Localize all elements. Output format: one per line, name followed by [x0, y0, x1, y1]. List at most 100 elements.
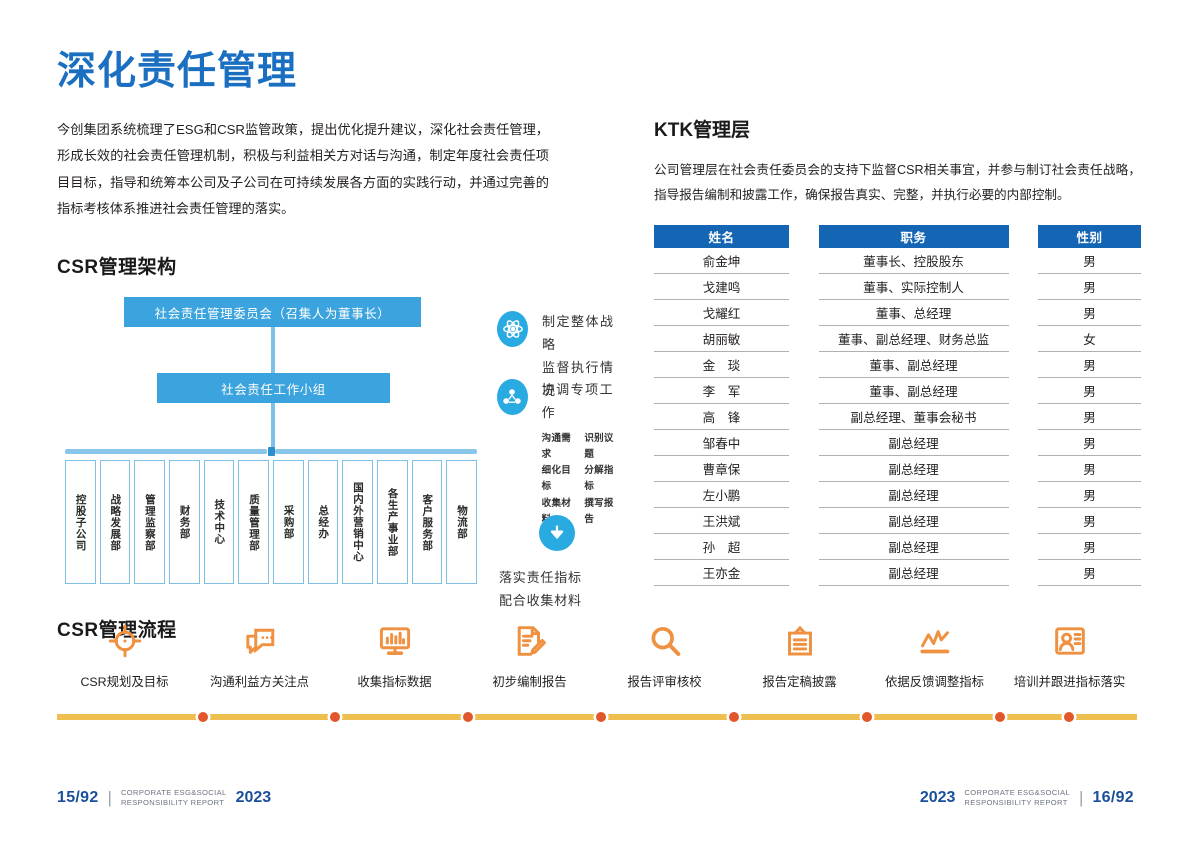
cell-gender: 男	[1038, 429, 1141, 457]
process-step: 收集指标数据	[327, 612, 462, 690]
cell-name: 曹章保	[654, 455, 789, 483]
annotation-line: 监督执行情况	[542, 359, 615, 398]
cell-name: 左小鹏	[654, 481, 789, 509]
cell-gap	[789, 560, 819, 586]
atom-icon	[497, 311, 529, 348]
left-column: 深化责任管理 今创集团系统梳理了ESG和CSR监管政策，提出优化提升建议，深化社…	[57, 50, 617, 642]
cell-gender: 男	[1038, 248, 1141, 275]
cell-gap	[789, 534, 819, 560]
org-horizontal-bus	[65, 447, 477, 457]
annotation-subitem: 撰写报告	[584, 497, 614, 525]
department-label: 战略发展部	[109, 493, 122, 552]
annotation-execution-text: 落实责任指标 配合收集材料	[499, 567, 582, 613]
intro-paragraph: 今创集团系统梳理了ESG和CSR监管政策，提出优化提升建议，深化社会责任管理，形…	[57, 121, 549, 217]
department-box: 采购部	[273, 460, 304, 585]
table-row: 邹春中 副总经理 男	[654, 429, 1141, 457]
bus-node	[268, 447, 275, 457]
department-box: 物流部	[446, 460, 478, 585]
process-step: 培训并跟进指标落实	[1002, 612, 1137, 690]
department-label: 管理监察部	[143, 493, 156, 552]
bus-segment-left	[65, 449, 267, 455]
timeline-dot	[862, 712, 872, 722]
process-step-label: 培训并跟进指标落实	[1013, 675, 1126, 689]
cell-title: 董事、总经理	[818, 299, 1009, 327]
cell-gap	[1009, 404, 1039, 430]
timeline-dot	[596, 712, 606, 722]
process-flow: CSR规划及目标 沟通利益方关注点 收集指标数据 初步编制报告 报告评审核校 报告定稿披露…	[57, 612, 1137, 732]
annotation-subitem: 分解指标	[584, 465, 614, 493]
table-header-gender: 性别	[1038, 225, 1141, 249]
cell-name: 高 锋	[654, 403, 789, 431]
cell-title: 董事、副总经理、财务总监	[818, 325, 1009, 353]
cell-gap	[1009, 508, 1039, 534]
page-title: 深化责任管理	[57, 50, 298, 93]
annotation-subitem: 识别议题	[584, 432, 614, 461]
timeline-dot	[330, 712, 340, 722]
footer-report-name-right: CORPORATE ESG&SOCIAL RESPONSIBILITY REPO…	[964, 788, 1070, 809]
page-number-right: 16/92	[1092, 788, 1134, 806]
department-label: 采购部	[282, 505, 295, 540]
process-step: 报告评审核校	[597, 612, 732, 690]
cell-title: 董事长、控股股东	[818, 248, 1009, 275]
chat-icon	[243, 612, 277, 658]
cell-gap	[789, 508, 819, 534]
department-box: 财务部	[169, 460, 200, 585]
process-step: 初步编制报告	[462, 612, 597, 690]
timeline-dot	[729, 712, 739, 722]
table-row: 俞金坤 董事长、控股股东 男	[654, 248, 1141, 275]
process-step-label: 报告定稿披露	[762, 675, 837, 689]
cell-name: 王亦金	[654, 559, 789, 587]
cell-gender: 男	[1038, 273, 1141, 301]
department-box: 国内外营销中心	[342, 460, 374, 585]
table-row: 王洪斌 副总经理 男	[654, 507, 1141, 535]
cell-gap	[789, 326, 819, 352]
cell-gap	[1009, 352, 1039, 378]
cell-name: 孙 超	[654, 533, 789, 561]
timeline-dot	[1064, 712, 1074, 722]
monitor-chart-icon	[378, 612, 412, 658]
cell-gender: 男	[1038, 403, 1141, 431]
department-box: 客户服务部	[411, 460, 443, 585]
cell-title: 副总经理	[818, 507, 1009, 535]
cell-title: 副总经理	[818, 429, 1009, 457]
footer-report-name-left: CORPORATE ESG&SOCIAL RESPONSIBILITY REPO…	[121, 788, 227, 809]
cell-title: 副总经理	[818, 533, 1009, 561]
department-label: 总经办	[317, 505, 330, 540]
cell-name: 俞金坤	[654, 248, 789, 275]
cell-gap	[1009, 456, 1039, 482]
document-pencil-icon	[513, 612, 547, 658]
training-icon	[1053, 612, 1087, 658]
annotation-subitems: 沟通需求识别议题细化目标分解指标收集材料撰写报告	[542, 431, 617, 528]
process-timeline	[57, 712, 1137, 722]
cell-gap	[789, 352, 819, 378]
footer-line-1: CORPORATE ESG&SOCIAL	[120, 787, 227, 797]
management-table: 姓名 职务 性别 俞金坤 董事长、控股股东男戈建鸣 董事、实际控制人男戈耀红 董事、总…	[654, 225, 1141, 587]
org-chart: 社会责任管理委员会（召集人为董事长） 社会责任工作小组 控股子公司 战略发展部 管理…	[57, 297, 617, 608]
search-icon	[648, 612, 682, 658]
cell-gap	[1009, 560, 1039, 586]
bus-segment-right	[275, 449, 477, 455]
cell-name: 李 军	[654, 377, 789, 405]
process-step-label: 沟通利益方关注点	[209, 675, 310, 689]
process-step-label: 收集指标数据	[357, 675, 432, 689]
cell-gap	[789, 300, 819, 326]
footer-year-left: 2023	[235, 788, 272, 806]
department-label: 控股子公司	[74, 493, 87, 552]
footer-year-right: 2023	[919, 788, 956, 806]
ktk-heading: KTK管理层	[654, 120, 751, 141]
cell-gender: 男	[1038, 377, 1141, 405]
teamwork-icon	[497, 379, 528, 416]
cell-gap	[1009, 248, 1039, 274]
table-row: 左小鹏 副总经理 男	[654, 481, 1141, 509]
cell-name: 戈耀红	[654, 299, 789, 327]
process-step: CSR规划及目标	[57, 612, 192, 690]
footer-divider: |	[107, 787, 112, 807]
table-header-name: 姓名	[654, 225, 789, 249]
footer-line-2: RESPONSIBILITY REPORT	[120, 797, 225, 807]
department-box: 控股子公司	[65, 460, 96, 585]
cell-name: 金 琰	[654, 351, 789, 379]
trend-line-icon	[918, 612, 952, 658]
timeline-dot	[198, 712, 208, 722]
cell-gender: 女	[1038, 325, 1141, 353]
